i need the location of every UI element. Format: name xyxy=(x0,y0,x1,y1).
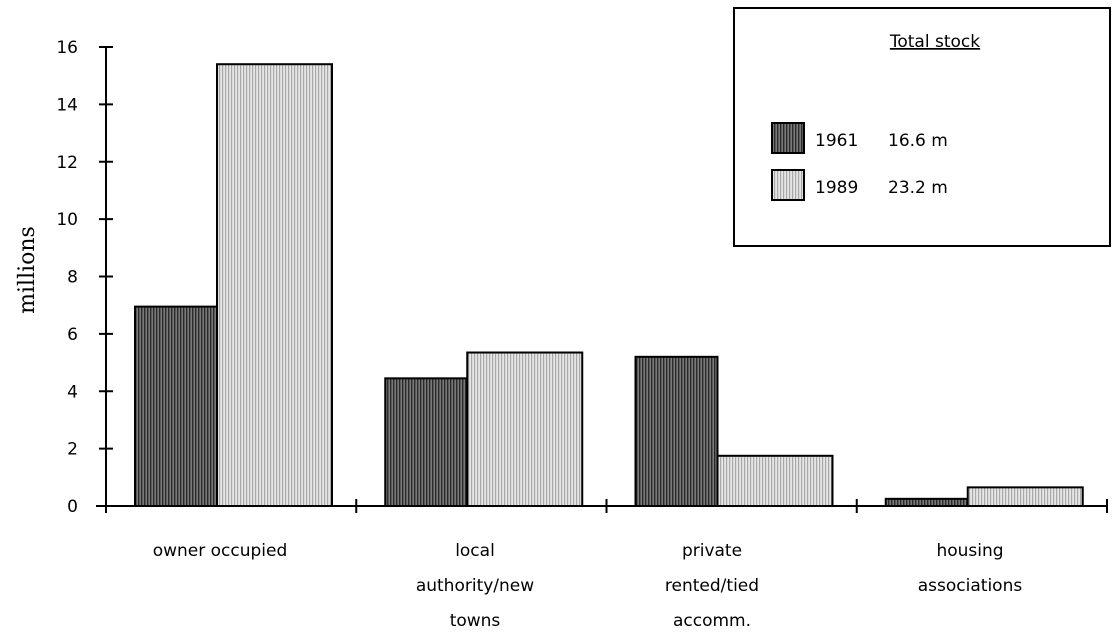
y-tick-label: 8 xyxy=(67,268,78,288)
legend-swatch-1989 xyxy=(771,169,805,201)
x-category-label: private rented/tied accomm. xyxy=(665,541,759,631)
bar-1989-3 xyxy=(966,486,1084,507)
bar-1961-1 xyxy=(384,377,469,508)
y-tick-label: 0 xyxy=(67,497,78,517)
legend-label-1989: 1989 xyxy=(815,178,858,198)
x-category-label-line: private xyxy=(682,541,742,561)
x-category-label-line: towns xyxy=(450,611,501,631)
x-category-label-line: accomm. xyxy=(673,611,751,631)
legend-total-1961: 16.6 m xyxy=(888,131,948,151)
y-axis-label: millions xyxy=(15,226,40,314)
y-tick-label: 12 xyxy=(56,153,78,173)
y-tick-label: 4 xyxy=(67,382,78,402)
x-category-label-line: rented/tied xyxy=(665,576,759,596)
y-tick-label: 16 xyxy=(56,38,78,58)
y-tick-label: 6 xyxy=(67,325,78,345)
bar-1989-1 xyxy=(466,351,584,507)
bar-1961-3 xyxy=(884,497,969,507)
y-tick-label: 10 xyxy=(56,210,78,230)
x-category-label: local authority/new towns xyxy=(416,541,534,631)
x-category-label: housing associations xyxy=(918,541,1023,596)
legend-total-1989: 23.2 m xyxy=(888,178,948,198)
bar-1961-0 xyxy=(134,305,218,508)
x-category-label-line: associations xyxy=(918,576,1023,596)
bar-1989-2 xyxy=(716,454,834,507)
legend-label-1961: 1961 xyxy=(815,131,858,151)
y-tick-label: 2 xyxy=(67,440,78,460)
x-category-label: owner occupied xyxy=(153,541,288,561)
legend-swatch-1961 xyxy=(771,122,805,154)
legend: Total stock 1961 16.6 m 1989 23.2 m xyxy=(733,7,1111,247)
bar-1989-0 xyxy=(216,63,333,508)
y-tick-label: 14 xyxy=(56,95,78,115)
x-category-label-line: authority/new xyxy=(416,576,534,596)
x-category-label-line: local xyxy=(455,541,495,561)
x-category-label-line: housing xyxy=(936,541,1003,561)
x-category-label-line: owner occupied xyxy=(153,541,288,561)
legend-title: Total stock xyxy=(889,32,980,52)
bar-1961-2 xyxy=(634,355,719,508)
